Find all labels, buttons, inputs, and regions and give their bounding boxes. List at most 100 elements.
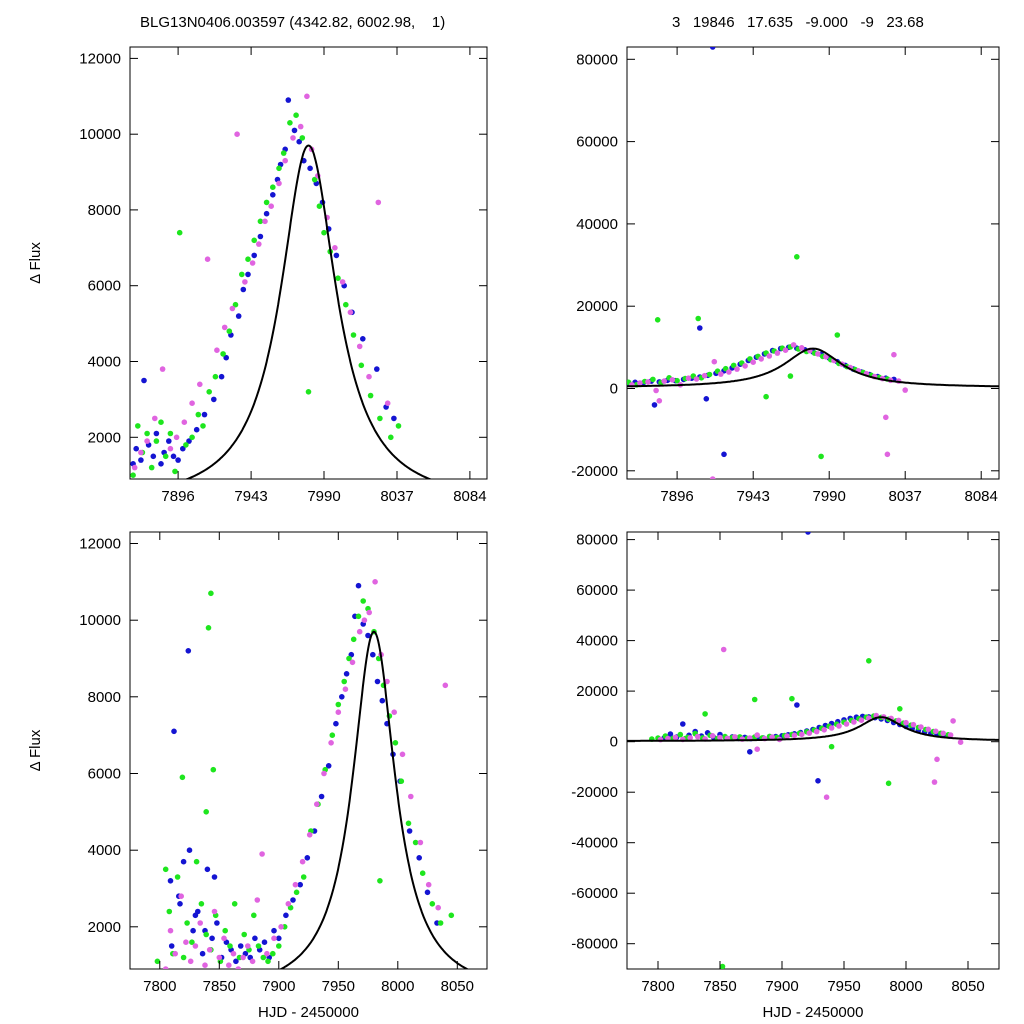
data-point-magenta <box>189 400 195 407</box>
data-point-green <box>270 950 276 957</box>
data-point-magenta <box>306 832 313 838</box>
data-point-magenta <box>732 734 738 740</box>
data-point-green <box>226 328 233 335</box>
data-point-green <box>367 392 374 399</box>
data-point-magenta <box>726 369 732 375</box>
x-tick-label: 8084 <box>965 488 998 505</box>
data-point-blue <box>170 453 177 460</box>
data-point-magenta <box>750 359 756 366</box>
data-point-magenta <box>328 740 334 746</box>
data-point-blue <box>307 165 313 172</box>
plot-frame <box>626 46 1000 480</box>
data-point-magenta <box>347 309 354 316</box>
data-point-blue <box>318 793 325 800</box>
data-point-magenta <box>249 958 256 965</box>
data-point-green <box>260 954 267 961</box>
data-point-magenta <box>858 717 865 723</box>
data-point-magenta <box>656 398 663 404</box>
data-point-green <box>358 362 365 369</box>
data-point-magenta <box>245 943 251 949</box>
data-point-green <box>210 766 217 773</box>
data-point-green <box>255 943 262 949</box>
data-point-blue <box>261 939 268 945</box>
x-tick-label: 7850 <box>203 978 236 995</box>
data-point-magenta <box>693 376 700 382</box>
y-tick-label: 40000 <box>576 633 618 650</box>
data-point-blue <box>391 415 397 422</box>
y-tick-label: -40000 <box>571 835 618 852</box>
data-point-blue <box>214 920 220 926</box>
data-point-blue <box>133 445 139 452</box>
data-point-blue <box>237 943 244 949</box>
data-point-magenta <box>399 751 406 758</box>
data-point-magenta <box>918 724 924 730</box>
data-point-magenta <box>144 438 150 444</box>
data-point-magenta <box>187 958 194 965</box>
y-tick-label: 80000 <box>576 51 618 68</box>
data-point-blue <box>141 377 147 384</box>
data-point-blue <box>651 402 658 408</box>
x-tick-label: 7943 <box>737 488 770 505</box>
data-point-blue <box>186 847 193 853</box>
data-point-magenta <box>249 260 256 266</box>
data-point-green <box>232 301 239 308</box>
data-point-magenta <box>271 935 277 942</box>
data-point-blue <box>285 97 292 103</box>
data-point-magenta <box>159 366 166 372</box>
data-point-green <box>287 120 293 126</box>
data-point-magenta <box>242 279 248 285</box>
data-point-green <box>293 889 300 896</box>
data-point-magenta <box>255 241 262 247</box>
data-point-magenta <box>290 135 296 141</box>
data-point-magenta <box>815 351 821 357</box>
data-point-green <box>200 423 206 429</box>
data-point-magenta <box>167 445 174 452</box>
data-point-blue <box>379 697 386 704</box>
data-point-magenta <box>221 935 227 942</box>
data-point-green <box>377 415 383 422</box>
model-curve <box>278 630 469 969</box>
data-point-magenta <box>264 950 270 957</box>
x-tick-label: 8037 <box>889 488 922 505</box>
data-point-magenta <box>339 279 346 285</box>
data-point-green <box>321 229 327 236</box>
data-point-magenta <box>685 375 692 382</box>
data-point-blue <box>276 935 282 942</box>
data-point-magenta <box>701 372 708 379</box>
plot-frame <box>626 531 1000 970</box>
data-point-green <box>300 874 307 880</box>
data-point-green <box>251 237 257 244</box>
data-point-green <box>241 931 247 938</box>
data-point-blue <box>374 678 381 685</box>
data-point-blue <box>211 874 218 880</box>
y-tick-label: 80000 <box>576 532 618 549</box>
data-point-magenta <box>356 628 363 635</box>
x-tick-label: 7950 <box>827 978 860 995</box>
data-point-magenta <box>653 387 659 394</box>
x-tick-label: 7900 <box>262 978 295 995</box>
data-point-blue <box>171 728 177 735</box>
data-point-blue <box>218 373 225 380</box>
data-point-magenta <box>661 378 667 384</box>
data-point-green <box>239 271 245 278</box>
y-tick-label: 20000 <box>576 298 618 315</box>
data-point-green <box>789 695 795 702</box>
data-point-green <box>276 943 282 949</box>
data-point-green <box>148 464 155 471</box>
data-point-green <box>263 199 270 206</box>
data-point-magenta <box>285 901 292 907</box>
data-point-magenta <box>356 343 363 350</box>
data-point-blue <box>291 127 298 134</box>
data-point-green <box>172 468 178 475</box>
data-point-green <box>280 150 287 156</box>
data-point-green <box>350 332 357 338</box>
data-point-green <box>299 135 306 141</box>
data-point-green <box>834 332 841 338</box>
data-point-magenta <box>903 719 909 726</box>
data-point-green <box>276 165 282 172</box>
data-point-green <box>205 625 212 631</box>
data-point-blue <box>192 912 199 919</box>
header-left-text: BLG13N0406.003597 (4342.82, 6002.98, 1) <box>140 14 446 31</box>
data-point-magenta <box>766 353 773 359</box>
data-point-green <box>180 954 187 961</box>
